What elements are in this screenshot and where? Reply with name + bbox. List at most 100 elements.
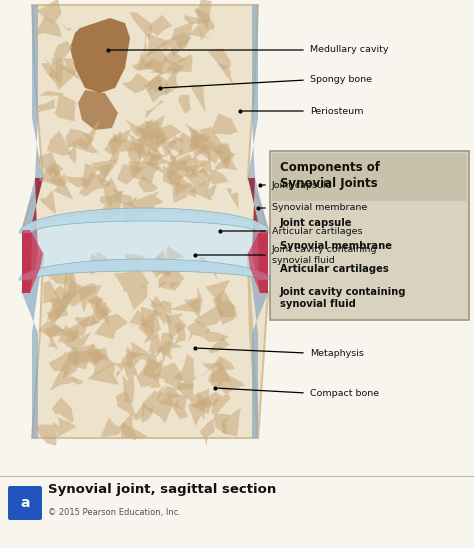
Polygon shape (68, 138, 98, 153)
Polygon shape (196, 151, 211, 173)
Polygon shape (147, 15, 172, 36)
Polygon shape (159, 67, 178, 95)
Polygon shape (65, 129, 93, 150)
Polygon shape (151, 296, 172, 325)
Polygon shape (89, 254, 102, 275)
Polygon shape (185, 123, 211, 149)
Polygon shape (199, 257, 217, 279)
Polygon shape (157, 127, 178, 157)
Polygon shape (63, 270, 79, 304)
Polygon shape (67, 145, 76, 163)
Polygon shape (95, 314, 128, 339)
Polygon shape (142, 150, 166, 173)
Polygon shape (50, 362, 77, 391)
Polygon shape (144, 130, 167, 153)
Polygon shape (36, 0, 62, 25)
Polygon shape (82, 163, 98, 187)
Polygon shape (123, 139, 146, 156)
Polygon shape (60, 370, 83, 385)
Polygon shape (211, 394, 230, 414)
Polygon shape (88, 296, 111, 321)
Polygon shape (131, 342, 151, 366)
Polygon shape (51, 298, 73, 320)
Text: Components of
Synovial Joints: Components of Synovial Joints (280, 161, 380, 191)
Polygon shape (159, 282, 182, 290)
Polygon shape (143, 31, 146, 57)
Polygon shape (55, 58, 80, 80)
Polygon shape (166, 54, 192, 72)
Text: Synovial joint, sagittal section: Synovial joint, sagittal section (48, 483, 276, 496)
Polygon shape (184, 15, 210, 24)
Polygon shape (122, 352, 139, 379)
Polygon shape (49, 58, 64, 87)
Polygon shape (48, 332, 58, 349)
Polygon shape (94, 347, 114, 376)
Polygon shape (62, 24, 72, 31)
Polygon shape (145, 58, 164, 76)
Polygon shape (192, 133, 210, 156)
Polygon shape (174, 323, 186, 345)
Polygon shape (248, 178, 268, 293)
Polygon shape (149, 299, 172, 315)
Polygon shape (44, 321, 70, 339)
Polygon shape (128, 144, 142, 175)
Polygon shape (129, 310, 154, 338)
Text: Synovial membrane: Synovial membrane (280, 241, 392, 251)
Polygon shape (101, 418, 125, 437)
Text: Metaphysis: Metaphysis (310, 349, 364, 357)
Polygon shape (136, 119, 154, 136)
Polygon shape (156, 391, 187, 409)
Polygon shape (209, 365, 231, 390)
Polygon shape (144, 350, 164, 381)
Polygon shape (192, 392, 221, 408)
Polygon shape (80, 173, 111, 196)
Polygon shape (122, 73, 153, 93)
Polygon shape (141, 403, 154, 422)
Polygon shape (100, 192, 122, 220)
Polygon shape (114, 189, 139, 208)
Polygon shape (212, 113, 238, 134)
Text: Joint capsule: Joint capsule (280, 218, 353, 228)
Text: Articular cartilages: Articular cartilages (280, 264, 389, 274)
Polygon shape (192, 129, 199, 138)
Polygon shape (130, 12, 153, 38)
Polygon shape (146, 73, 162, 92)
Polygon shape (128, 161, 160, 182)
Polygon shape (95, 304, 109, 326)
Polygon shape (121, 423, 147, 438)
Polygon shape (87, 344, 103, 364)
Polygon shape (184, 287, 202, 318)
Polygon shape (47, 131, 71, 156)
Polygon shape (214, 414, 229, 435)
Polygon shape (188, 394, 206, 425)
Polygon shape (22, 5, 268, 233)
Polygon shape (52, 397, 73, 422)
Polygon shape (49, 352, 74, 372)
Polygon shape (154, 363, 182, 389)
Polygon shape (184, 168, 208, 186)
Polygon shape (168, 156, 190, 186)
Polygon shape (39, 91, 64, 96)
Polygon shape (144, 76, 170, 102)
Polygon shape (146, 100, 164, 118)
Text: Joint cavity containing
synovial fluid: Joint cavity containing synovial fluid (272, 245, 377, 265)
Polygon shape (130, 132, 147, 162)
Polygon shape (214, 143, 236, 169)
Polygon shape (178, 95, 190, 113)
Polygon shape (189, 25, 210, 38)
Polygon shape (40, 191, 55, 214)
Polygon shape (135, 116, 164, 140)
Text: Synovial membrane: Synovial membrane (272, 203, 367, 213)
Polygon shape (191, 85, 205, 112)
Polygon shape (209, 336, 229, 353)
Polygon shape (62, 276, 81, 301)
FancyBboxPatch shape (8, 486, 42, 520)
Polygon shape (109, 134, 132, 164)
Polygon shape (63, 346, 81, 379)
Polygon shape (68, 350, 91, 370)
Polygon shape (172, 399, 188, 419)
Polygon shape (39, 163, 65, 187)
Polygon shape (141, 306, 162, 329)
Polygon shape (103, 178, 124, 209)
Polygon shape (49, 170, 73, 199)
